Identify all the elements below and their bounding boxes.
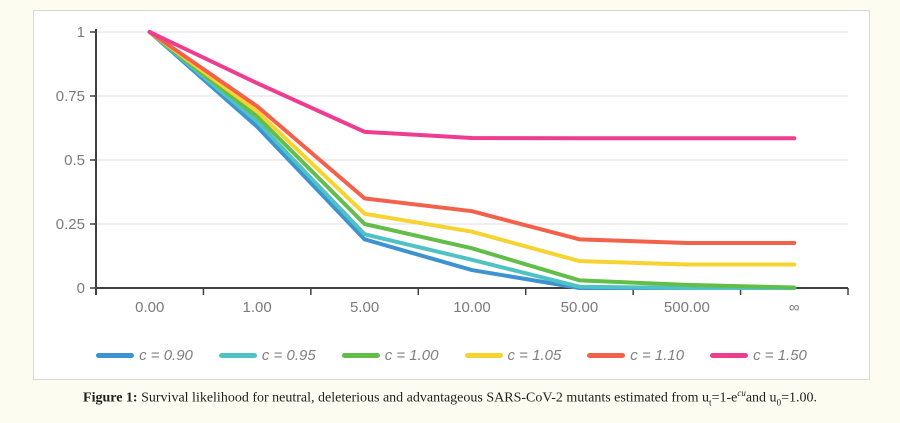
formula-subscript-t: t <box>709 397 712 408</box>
figure-caption-text: Survival likelihood for neutral, deleter… <box>137 390 710 406</box>
y-tick-label: 0.75 <box>56 88 85 105</box>
legend-swatch-icon <box>341 353 380 358</box>
chart-legend: c = 0.90 c = 0.95 c = 1.00 c = 1.05 c = 1.10… <box>34 347 869 364</box>
x-tick-label: 50.00 <box>561 299 599 316</box>
series-line <box>147 30 797 267</box>
legend-swatch-icon <box>218 353 257 358</box>
legend-label: c = 0.90 <box>139 347 193 364</box>
y-tick-label: 1 <box>77 24 85 41</box>
legend-item: c = 0.95 <box>218 347 316 364</box>
x-tick-label: 10.00 <box>453 299 491 316</box>
legend-item: c = 1.50 <box>710 347 807 364</box>
y-tick-label: 0 <box>77 280 85 297</box>
legend-item: c = 0.90 <box>96 347 193 364</box>
x-tick-label: 500.00 <box>664 299 710 316</box>
series-line <box>147 30 797 290</box>
legend-item: c = 1.00 <box>341 347 439 364</box>
formula-subscript-0: 0 <box>776 397 782 408</box>
legend-item: c = 1.05 <box>464 347 562 364</box>
legend-label: c = 1.05 <box>507 347 562 364</box>
formula-superscript-cu: cu <box>737 388 746 398</box>
legend-swatch-icon <box>710 353 749 358</box>
legend-swatch-icon <box>464 353 503 358</box>
chart-panel: 0 0.25 0.5 0.75 1 0.00 1.00 5.00 10.00 50.00 500.0… <box>33 10 870 380</box>
figure-caption-text3: =1.00. <box>781 390 817 406</box>
x-tick-label: 5.00 <box>350 299 379 316</box>
x-tick-label: ∞ <box>789 299 800 316</box>
legend-label: c = 0.95 <box>261 347 316 364</box>
y-tick-label: 0.5 <box>64 152 85 169</box>
x-tick-label: 1.00 <box>243 299 272 316</box>
series-line <box>147 30 797 290</box>
series-line <box>147 30 797 141</box>
legend-swatch-icon <box>96 353 135 358</box>
legend-label: c = 1.50 <box>753 347 807 364</box>
series-line <box>147 30 797 245</box>
legend-label: c = 1.10 <box>630 347 685 364</box>
figure-caption-label: Figure 1: <box>83 390 138 406</box>
legend-label: c = 1.00 <box>384 347 439 364</box>
legend-swatch-icon <box>587 353 626 358</box>
x-tick-label: 0.00 <box>135 299 164 316</box>
formula-body: =1-e <box>711 390 738 406</box>
figure-caption-text2: and u <box>745 390 777 406</box>
y-tick-label: 0.25 <box>56 216 85 233</box>
figure-caption: Figure 1: Survival likelihood for neutra… <box>0 388 900 407</box>
legend-item: c = 1.10 <box>587 347 684 364</box>
